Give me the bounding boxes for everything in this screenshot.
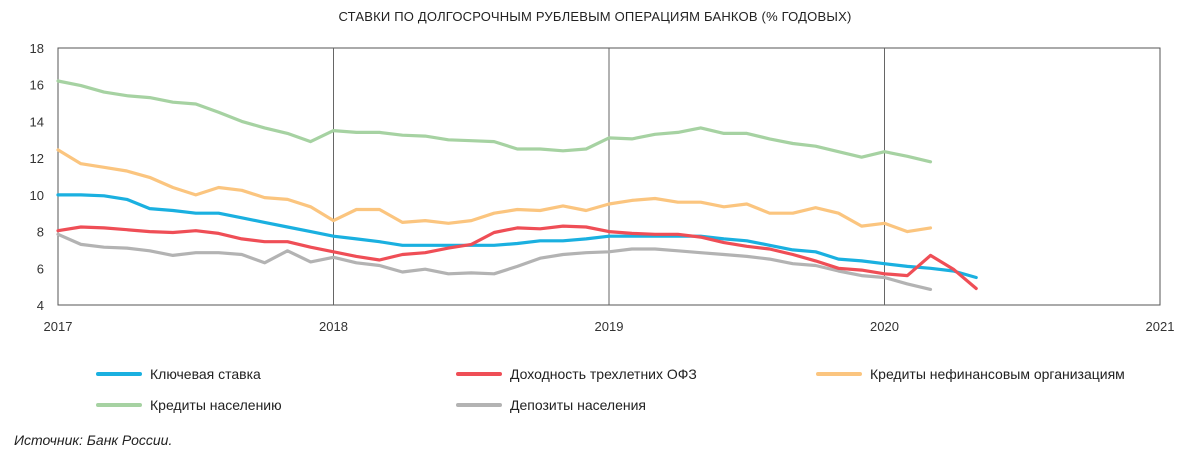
x-tick-label: 2018 — [319, 319, 348, 334]
series-line-3 — [56, 79, 933, 164]
chart-title: СТАВКИ ПО ДОЛГОСРОЧНЫМ РУБЛЕВЫМ ОПЕРАЦИЯ… — [339, 9, 852, 24]
y-tick-label: 16 — [30, 78, 44, 93]
legend-label: Ключевая ставка — [150, 366, 261, 382]
y-tick-label: 18 — [30, 41, 44, 56]
x-tick-label: 2020 — [870, 319, 899, 334]
legend-label: Депозиты населения — [510, 397, 646, 413]
series-line-4 — [56, 232, 933, 291]
y-tick-label: 10 — [30, 188, 44, 203]
x-axis-ticks: 2017 2018 2019 2020 2021 — [44, 319, 1175, 334]
series-line-2 — [56, 148, 933, 234]
series-line-1 — [56, 224, 978, 291]
y-tick-label: 12 — [30, 151, 44, 166]
legend-item-3: Кредиты населению — [96, 397, 282, 413]
source-note: Источник: Банк России. — [14, 432, 173, 448]
legend-label: Кредиты нефинансовым организациям — [870, 366, 1125, 382]
x-tick-label: 2021 — [1146, 319, 1175, 334]
x-tick-label: 2017 — [44, 319, 73, 334]
series-line-0 — [56, 193, 978, 280]
legend-item-1: Доходность трехлетних ОФЗ — [456, 366, 697, 382]
legend-item-2: Кредиты нефинансовым организациям — [816, 366, 1125, 382]
y-tick-label: 4 — [37, 298, 44, 313]
y-tick-label: 6 — [37, 261, 44, 276]
y-tick-label: 8 — [37, 225, 44, 240]
series-lines — [56, 79, 978, 291]
y-tick-label: 14 — [30, 114, 44, 129]
legend-label: Доходность трехлетних ОФЗ — [510, 366, 697, 382]
legend-label: Кредиты населению — [150, 397, 282, 413]
legend: Ключевая ставка Доходность трехлетних ОФЗ… — [96, 366, 1125, 413]
grid — [57, 47, 1161, 306]
legend-item-4: Депозиты населения — [456, 397, 646, 413]
y-axis-ticks: 4 6 8 10 12 14 16 18 — [30, 41, 44, 313]
x-tick-label: 2019 — [595, 319, 624, 334]
legend-item-0: Ключевая ставка — [96, 366, 261, 382]
